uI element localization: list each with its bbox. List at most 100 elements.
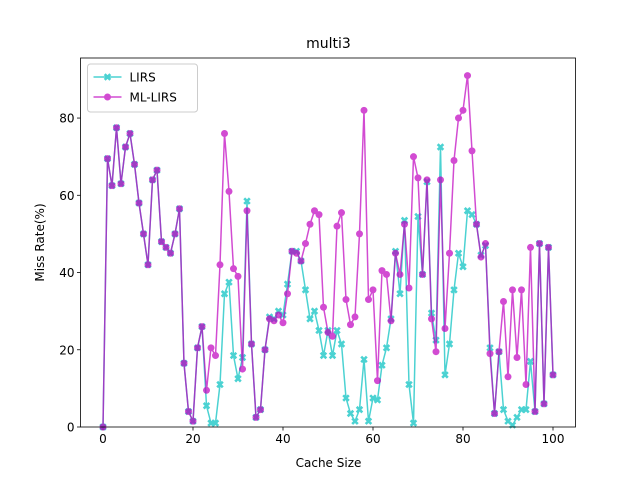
legend-label: ML-LIRS	[130, 91, 177, 105]
point	[270, 317, 278, 325]
point	[405, 284, 413, 292]
point	[522, 381, 530, 389]
point	[306, 315, 314, 323]
point	[513, 413, 521, 422]
point	[185, 408, 192, 416]
point	[396, 290, 404, 298]
point	[383, 270, 390, 278]
point	[428, 315, 435, 323]
point	[342, 296, 350, 304]
y-axis-label: Miss Rate(%)	[33, 203, 47, 281]
point	[436, 143, 445, 151]
point	[113, 124, 120, 132]
point	[135, 199, 143, 207]
point	[252, 413, 260, 421]
legend-item	[93, 93, 122, 101]
point	[477, 253, 485, 261]
point	[261, 346, 269, 354]
point	[220, 290, 229, 298]
point	[445, 340, 454, 348]
point	[464, 72, 471, 80]
legend-label: LIRS	[130, 71, 156, 85]
point	[531, 408, 539, 416]
point	[446, 249, 453, 257]
point	[360, 355, 368, 364]
point	[171, 230, 179, 238]
point	[364, 417, 373, 425]
point	[373, 396, 382, 404]
series-line	[102, 127, 554, 428]
point	[401, 220, 408, 228]
point	[356, 230, 363, 238]
point	[513, 353, 521, 361]
point	[459, 106, 467, 114]
y-tick-label: 40	[59, 266, 74, 280]
point	[409, 419, 418, 427]
x-axis-label: Cache Size	[296, 456, 362, 470]
point	[387, 317, 395, 325]
point	[342, 394, 350, 402]
point	[526, 357, 535, 366]
point	[504, 373, 512, 381]
point	[419, 270, 426, 278]
point	[459, 263, 467, 271]
point	[239, 365, 246, 373]
point	[369, 286, 377, 294]
point	[319, 351, 328, 360]
point	[527, 243, 534, 251]
point	[329, 332, 336, 340]
point	[509, 286, 516, 294]
point	[315, 326, 323, 335]
point	[337, 340, 346, 348]
point	[338, 209, 345, 217]
point	[257, 406, 264, 414]
point	[306, 220, 314, 228]
point	[414, 174, 422, 182]
point	[279, 319, 287, 327]
point	[198, 323, 206, 331]
point	[194, 344, 201, 352]
point	[202, 402, 211, 410]
point	[500, 297, 507, 305]
point	[499, 405, 508, 414]
point	[365, 296, 372, 304]
point	[275, 311, 282, 319]
y-tick-label: 20	[59, 343, 74, 357]
point	[360, 106, 368, 114]
point	[293, 249, 300, 257]
point	[158, 238, 165, 246]
point	[140, 230, 147, 238]
point	[207, 344, 215, 352]
point	[351, 313, 359, 321]
legend-marker	[104, 93, 111, 101]
series	[99, 72, 557, 431]
point	[153, 166, 161, 174]
point	[301, 286, 310, 294]
point	[122, 143, 129, 151]
x-tick-label: 100	[542, 432, 565, 446]
point	[333, 222, 341, 230]
point	[351, 417, 359, 425]
point	[437, 176, 444, 184]
point	[234, 375, 242, 383]
point	[518, 286, 525, 294]
point	[104, 155, 111, 163]
point	[441, 371, 449, 379]
point	[455, 114, 462, 122]
point	[203, 386, 210, 394]
point	[378, 361, 386, 369]
point	[248, 340, 255, 348]
point	[211, 419, 220, 427]
point	[346, 409, 355, 418]
point	[382, 344, 391, 352]
point	[297, 257, 305, 265]
point	[522, 405, 530, 414]
point	[468, 147, 476, 155]
legend-item	[93, 73, 122, 81]
point	[536, 240, 543, 248]
point	[482, 240, 489, 248]
point	[234, 272, 242, 280]
point	[212, 352, 219, 360]
point	[180, 359, 188, 367]
